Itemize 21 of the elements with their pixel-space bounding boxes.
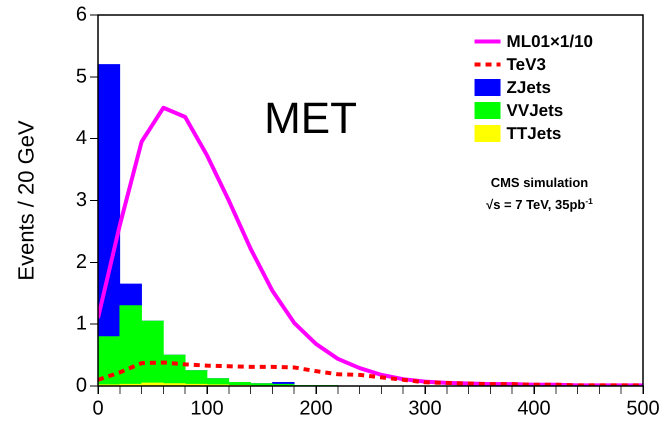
x-tick-label: 200	[299, 398, 333, 420]
y-tick-label: 0	[76, 374, 87, 397]
legend-label: TTJets	[506, 124, 562, 144]
x-tick-label: 500	[626, 398, 660, 420]
y-tick-label: 2	[76, 250, 87, 273]
legend-label: ZJets	[506, 78, 551, 98]
y-tick-label: 1	[76, 312, 87, 335]
x-tick-label: 300	[408, 398, 442, 420]
x-tick-label: 0	[92, 398, 104, 420]
x-tick-label: 100	[190, 398, 224, 420]
y-tick-label: 6	[76, 4, 87, 26]
legend-label: VVJets	[506, 101, 564, 120]
y-tick-label: 4	[76, 127, 87, 150]
y-axis-title: Events / 20 GeV	[13, 120, 38, 281]
legend-label: TeV3	[506, 55, 546, 74]
y-tick-label: 5	[76, 65, 87, 88]
annotation: MET	[264, 94, 357, 143]
annotation: CMS simulation	[490, 175, 588, 190]
x-tick-label: 400	[517, 398, 551, 420]
legend-label: ML01×1/10	[506, 32, 594, 52]
y-tick-label: 3	[76, 189, 87, 212]
